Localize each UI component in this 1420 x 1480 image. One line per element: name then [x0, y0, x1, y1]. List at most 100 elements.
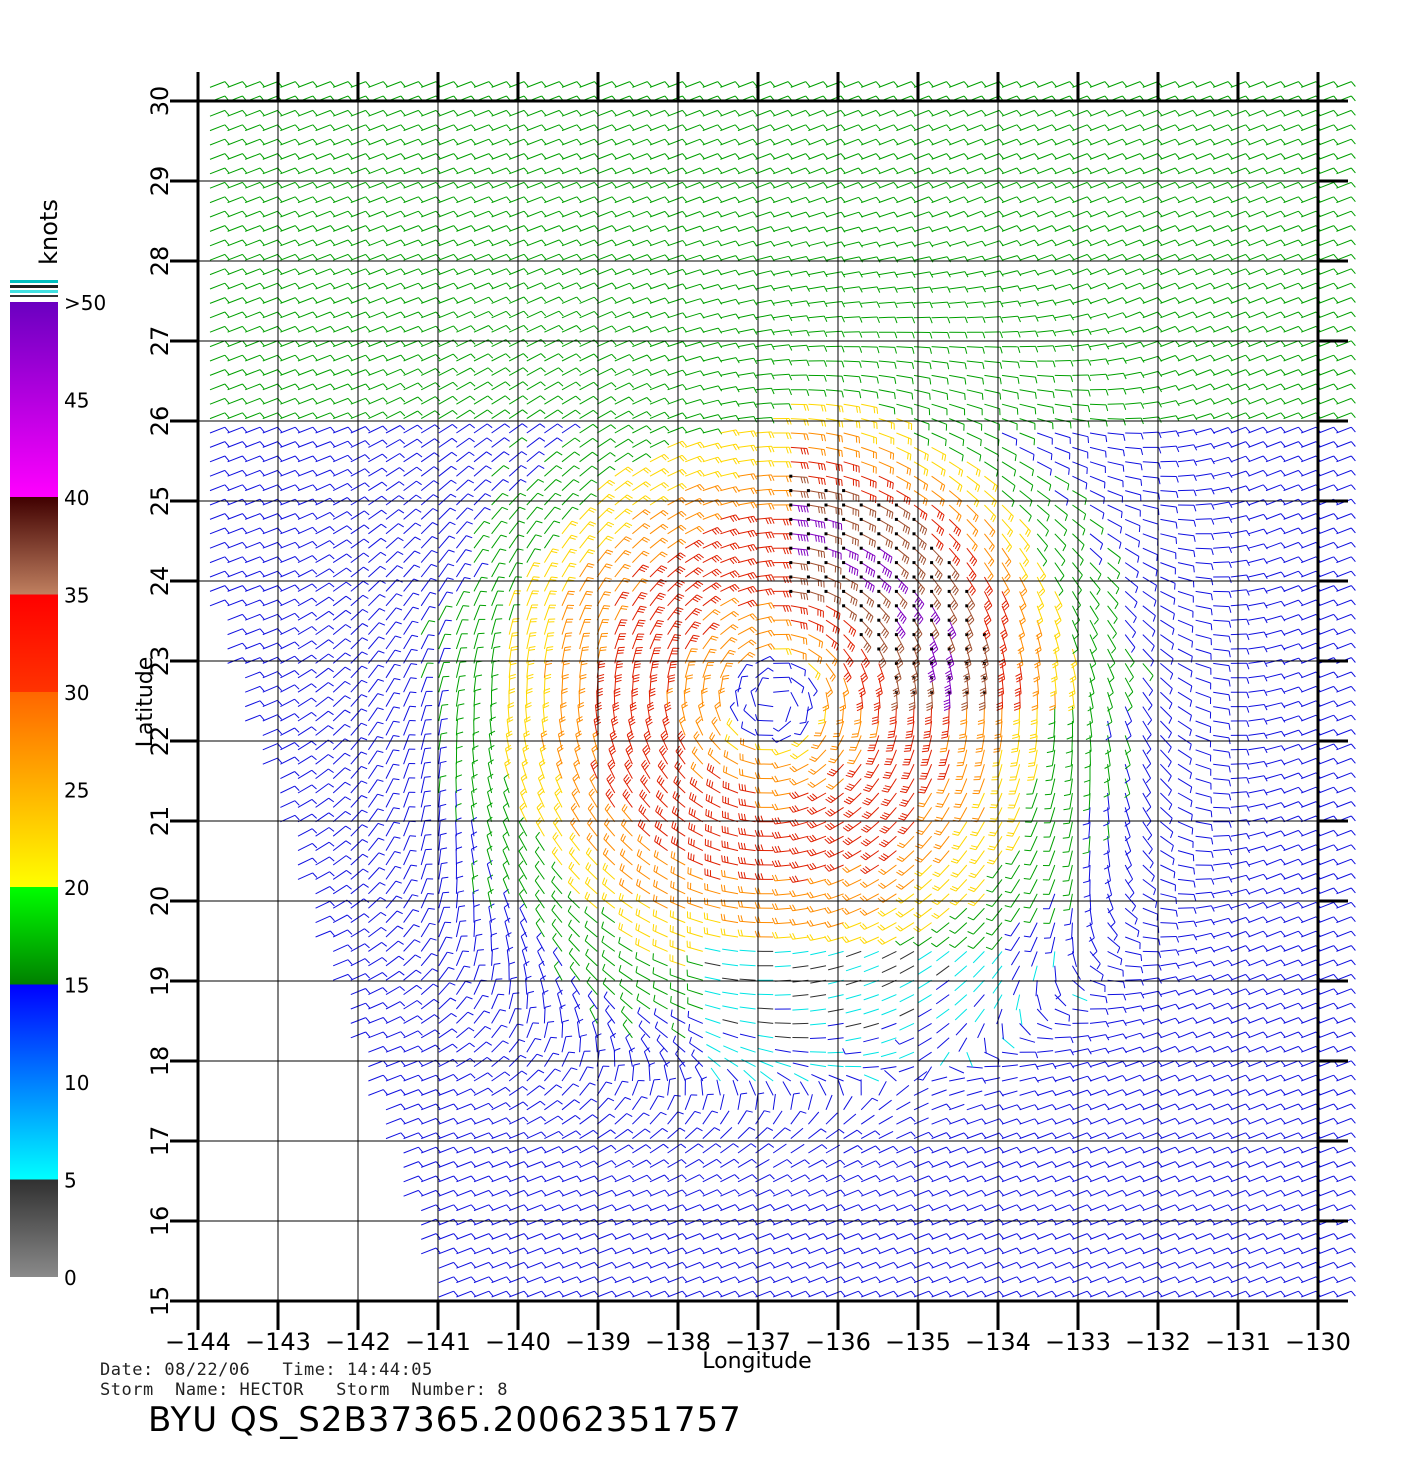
wind-barb-feather [1004, 948, 1012, 951]
wind-barb-feather [824, 922, 829, 928]
wind-barb-feather [875, 1218, 881, 1225]
wind-barb-feather [411, 879, 418, 882]
wind-barb [863, 1037, 879, 1043]
wind-barb [1072, 1247, 1088, 1255]
wind-barb [561, 1160, 577, 1168]
wind-barb-feather [400, 1132, 406, 1139]
wind-barb-feather [1086, 1204, 1092, 1211]
wind-barb [1318, 1290, 1334, 1298]
wind-barb [403, 879, 412, 895]
wind-barb [579, 1129, 594, 1140]
wind-barb-feather [377, 750, 384, 753]
wind-barb-feather [1227, 988, 1233, 995]
wind-barb-feather [1029, 747, 1036, 751]
wind-barb [491, 979, 497, 995]
wind-barb [981, 735, 985, 752]
wind-barb-feather [879, 829, 886, 834]
wind-barb [943, 764, 950, 780]
wind-barb-feather [1211, 838, 1214, 845]
wind-barb-feather [558, 1262, 564, 1268]
wind-barb-feather [723, 885, 726, 892]
wind-barb [1019, 1076, 1036, 1082]
wind-barb-feather [1210, 974, 1215, 981]
wind-barb-feather [507, 946, 514, 951]
wind-barb-feather [716, 1158, 722, 1164]
wind-barb [1301, 1146, 1317, 1154]
wind-barb [1318, 916, 1334, 924]
wind-barb [1195, 974, 1211, 981]
wind-barb [931, 1247, 947, 1255]
wind-barb [737, 1247, 754, 1255]
wind-barb [572, 994, 581, 1010]
wind-barb-feather [622, 835, 626, 842]
wind-barb [1019, 1261, 1035, 1269]
wind-barb [1265, 1175, 1282, 1183]
wind-barb-feather [655, 866, 659, 873]
wind-barb-feather [682, 1276, 687, 1283]
wind-barb [568, 925, 580, 938]
wind-barb [720, 1158, 735, 1168]
wind-barb-feather [1333, 1118, 1339, 1124]
wind-barb-feather [1005, 848, 1012, 851]
wind-barb [1195, 1089, 1211, 1096]
wind-barb-feather [787, 1262, 793, 1268]
wind-barb-feather [640, 1033, 646, 1040]
wind-barb-feather [1173, 871, 1176, 879]
wind-barb [542, 993, 545, 1010]
wind-barb [403, 1060, 419, 1068]
wind-barb-feather [537, 788, 543, 794]
wind-barb [1051, 749, 1056, 766]
wind-barb [1195, 1017, 1211, 1024]
wind-barb [1301, 1089, 1317, 1096]
wind-barb-feather [623, 806, 628, 813]
wind-barb-feather [1192, 1175, 1198, 1182]
wind-barb [808, 1111, 820, 1125]
wind-barb-feather [347, 974, 353, 980]
wind-barb-feather [542, 719, 549, 723]
wind-barb-feather [1333, 974, 1339, 980]
wind-barb [949, 1276, 965, 1284]
wind-barb [1213, 1204, 1229, 1212]
wind-barb [1318, 829, 1334, 837]
wind-barb-feather [1122, 1247, 1127, 1254]
wind-barb-feather [1010, 762, 1018, 764]
wind-barb [1248, 746, 1265, 751]
wind-barb-feather [1004, 919, 1011, 923]
wind-barb-feather [621, 865, 625, 872]
wind-barb-feather [1129, 892, 1135, 899]
wind-barb-feather [393, 735, 400, 737]
wind-barb [810, 893, 827, 899]
wind-barb [385, 986, 401, 996]
wind-barb [403, 1045, 419, 1053]
wind-barb-feather [699, 1276, 705, 1283]
wind-barb-feather [636, 993, 640, 1000]
wind-barb [1142, 850, 1154, 864]
wind-barb [1160, 1003, 1176, 1010]
wind-barb [954, 979, 968, 992]
wind-barb [899, 936, 915, 946]
wind-barb [579, 1160, 595, 1168]
wind-barb-feather [607, 1018, 613, 1024]
wind-barb [491, 1102, 507, 1111]
wind-barb-feather [1122, 1089, 1127, 1095]
wind-barb [403, 909, 414, 923]
wind-barb [808, 1218, 824, 1226]
wind-barb [1318, 930, 1334, 938]
wind-barb-feather [539, 1100, 546, 1106]
wind-barb [949, 1233, 965, 1240]
wind-barb [922, 1066, 933, 1081]
wind-barb-feather [382, 1074, 388, 1081]
wind-barb-feather [695, 716, 701, 722]
wind-barb [1142, 792, 1152, 808]
wind-barb-feather [439, 803, 447, 807]
wind-barb [526, 1022, 534, 1038]
wind-barb-feather [347, 959, 353, 965]
wind-barb [1248, 959, 1264, 967]
wind-barb-feather [953, 806, 960, 808]
wind-barb-feather [486, 831, 493, 836]
wind-barb-feather [805, 1233, 811, 1239]
wind-barb [1001, 1146, 1018, 1154]
wind-barb-feather [734, 1233, 740, 1239]
wind-barb-feather [717, 1218, 723, 1225]
wind-barb [1107, 1146, 1123, 1154]
